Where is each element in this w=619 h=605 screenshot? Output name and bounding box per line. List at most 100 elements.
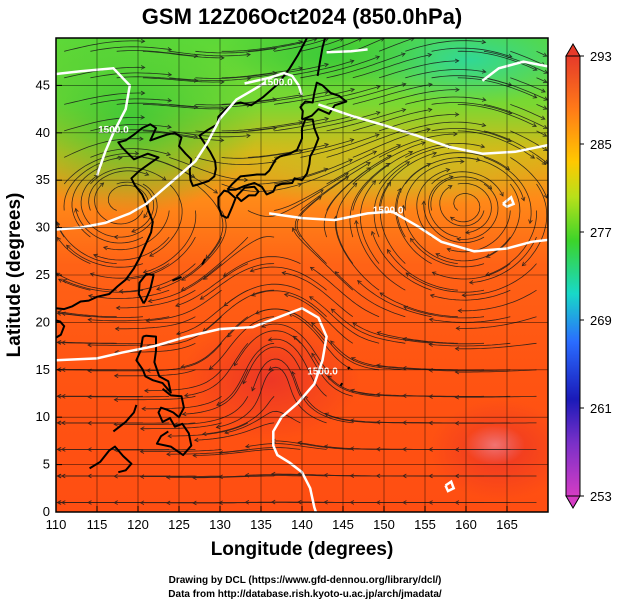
streamline-arrowhead <box>542 105 548 110</box>
streamline <box>377 332 458 344</box>
streamline-arrowhead <box>481 97 487 102</box>
streamline-arrowhead <box>426 127 431 133</box>
colorbar-tick-label: 269 <box>590 313 612 328</box>
streamline-arrowhead <box>167 47 173 52</box>
coastline <box>226 118 320 196</box>
x-tick-label: 150 <box>373 517 395 532</box>
streamline <box>304 395 380 424</box>
streamline-arrowhead <box>192 475 197 481</box>
streamline <box>485 210 538 276</box>
streamline-arrowhead <box>297 499 302 505</box>
streamline-arrowhead <box>56 394 62 399</box>
streamline-arrowhead <box>454 420 460 426</box>
streamline-arrowhead <box>167 433 172 439</box>
streamline-arrowhead <box>530 154 536 159</box>
streamline-arrowhead <box>139 474 145 479</box>
streamline-arrowhead <box>87 420 92 426</box>
streamline-arrowhead <box>118 155 123 161</box>
streamline-arrowhead <box>249 268 255 273</box>
coastline <box>235 185 260 203</box>
streamline-arrowhead <box>400 52 406 57</box>
streamline-arrowhead <box>60 447 66 452</box>
streamline-arrowhead <box>405 272 411 277</box>
streamline-arrowhead <box>309 296 314 301</box>
x-tick-label: 115 <box>87 517 108 532</box>
streamline <box>378 38 415 52</box>
streamline-arrowhead <box>521 261 527 267</box>
streamline <box>410 238 485 268</box>
streamline-arrowhead <box>62 279 68 284</box>
streamline <box>309 296 380 344</box>
streamline <box>431 152 510 171</box>
streamline-arrowhead <box>246 52 251 58</box>
streamline <box>274 159 353 185</box>
streamline <box>173 396 249 425</box>
streamline-arrowhead <box>427 52 433 58</box>
streamline <box>181 236 249 291</box>
streamline-arrowhead <box>183 392 189 398</box>
streamline <box>360 180 380 264</box>
streamline <box>371 231 432 291</box>
streamline <box>402 205 458 264</box>
streamline <box>326 83 406 105</box>
streamline-arrowhead <box>205 254 210 260</box>
streamline-arrowhead <box>349 388 355 394</box>
streamline-arrowhead <box>87 473 92 479</box>
streamline-arrowhead <box>272 126 278 131</box>
streamline <box>432 263 511 280</box>
streamline-arrowhead <box>455 87 460 92</box>
streamline-arrowhead <box>431 271 437 276</box>
streamline <box>483 130 548 164</box>
streamline-arrowhead <box>481 39 487 45</box>
x-tick-label: 145 <box>332 517 354 532</box>
y-tick-label: 35 <box>36 172 50 187</box>
coastline <box>339 382 344 387</box>
streamline <box>224 410 301 434</box>
streamline-arrowhead <box>330 308 336 314</box>
coastline <box>316 38 326 77</box>
streamline-arrowhead <box>139 449 145 454</box>
streamline <box>261 323 327 371</box>
streamline <box>75 208 144 244</box>
streamline-arrowhead <box>149 252 154 257</box>
streamline <box>510 77 546 93</box>
y-tick-label: 40 <box>36 125 50 140</box>
streamline-arrowhead <box>87 342 92 348</box>
streamline <box>57 311 117 318</box>
streamline <box>455 395 537 398</box>
colorbar-gradient <box>565 55 581 497</box>
streamline-arrowhead <box>481 122 487 128</box>
credit-line-1: Drawing by DCL (https://www.gfd-dennou.o… <box>169 575 442 586</box>
streamline-arrowhead <box>323 444 329 449</box>
streamline-arrowhead <box>402 473 407 479</box>
streamline <box>169 77 251 81</box>
gridlines <box>56 38 548 512</box>
streamline-arrowhead <box>532 94 538 99</box>
streamline-arrowhead <box>113 422 118 427</box>
streamline-arrowhead <box>140 115 146 120</box>
streamline-arrowhead <box>141 406 146 412</box>
colorbar-tick-label: 285 <box>590 137 612 152</box>
streamline-arrowhead <box>251 386 256 392</box>
streamline-arrowhead <box>60 340 66 345</box>
streamline-arrowhead <box>375 392 381 397</box>
streamline-arrowhead <box>540 115 546 120</box>
streamline <box>378 133 458 158</box>
streamline <box>536 130 547 137</box>
streamline <box>435 236 511 262</box>
streamline <box>90 98 172 105</box>
streamline-arrowhead <box>454 58 460 64</box>
streamline <box>335 182 358 264</box>
streamline-arrowhead <box>357 280 362 285</box>
streamline <box>142 104 225 110</box>
streamline <box>403 338 485 345</box>
colorbar-tick-label: 261 <box>590 401 612 416</box>
streamline <box>64 92 145 105</box>
streamline-arrowhead <box>202 275 208 280</box>
streamline <box>429 369 511 372</box>
streamline <box>439 185 485 227</box>
streamline <box>429 395 511 398</box>
coastline <box>155 388 193 457</box>
streamline <box>352 54 432 79</box>
streamline-arrowhead <box>480 144 486 149</box>
